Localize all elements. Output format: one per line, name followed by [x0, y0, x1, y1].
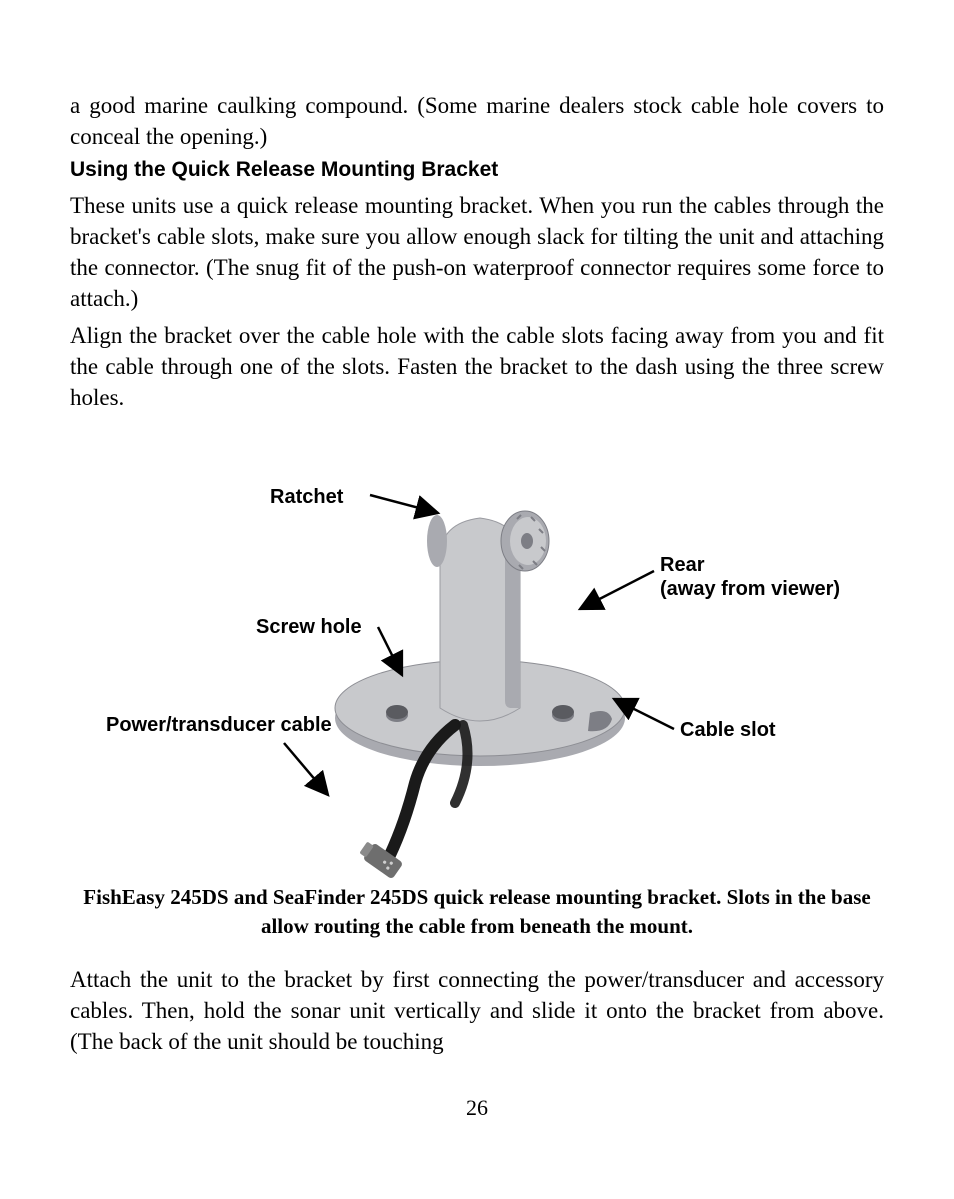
section-heading: Using the Quick Release Mounting Bracket [70, 158, 884, 182]
figure-bracket: Ratchet Screw hole Power/transducer cabl… [70, 443, 884, 883]
label-screw-hole: Screw hole [256, 615, 362, 639]
label-ratchet: Ratchet [270, 485, 343, 509]
page: a good marine caulking compound. (Some m… [0, 0, 954, 1199]
bracket-illustration [305, 463, 665, 883]
paragraph-1: a good marine caulking compound. (Some m… [70, 90, 884, 152]
paragraph-2: These units use a quick release mounting… [70, 190, 884, 314]
figure-caption: FishEasy 245DS and SeaFinder 245DS quick… [70, 883, 884, 940]
page-number: 26 [0, 1095, 954, 1121]
label-rear: Rear (away from viewer) [660, 553, 840, 601]
paragraph-4: Attach the unit to the bracket by first … [70, 964, 884, 1057]
paragraph-3: Align the bracket over the cable hole wi… [70, 320, 884, 413]
label-cable-slot: Cable slot [680, 718, 776, 742]
label-power-cable: Power/transducer cable [106, 713, 332, 737]
